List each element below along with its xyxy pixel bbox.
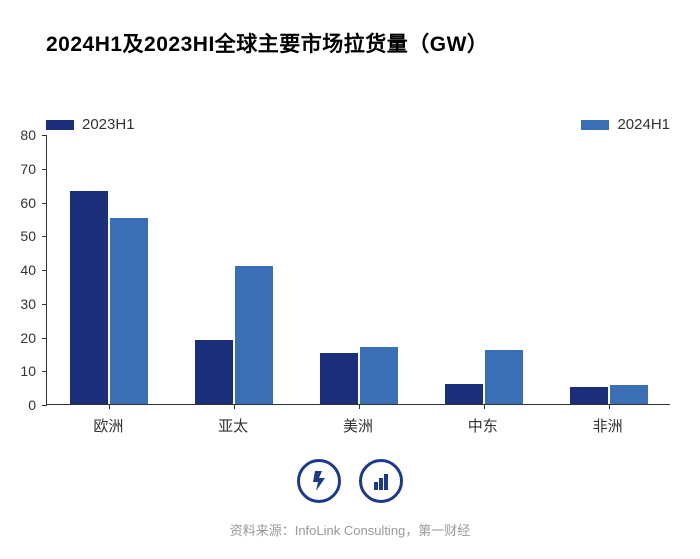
chart-container: 2024H1及2023HI全球主要市场拉货量（GW） 2023H1 2024H1… [0, 0, 700, 559]
y-tick [42, 304, 47, 305]
bar [110, 218, 148, 404]
bar [610, 385, 648, 404]
legend-item-2024h1: 2024H1 [581, 116, 670, 133]
x-axis-label: 亚太 [218, 415, 248, 436]
y-axis-label: 0 [10, 397, 36, 413]
y-axis-label: 20 [10, 330, 36, 346]
y-tick [42, 338, 47, 339]
logo-lightning-icon [297, 459, 341, 503]
x-tick [484, 404, 485, 409]
logos-row [0, 459, 700, 503]
y-tick [42, 371, 47, 372]
legend: 2023H1 2024H1 [46, 116, 670, 133]
chart-title: 2024H1及2023HI全球主要市场拉货量（GW） [46, 28, 488, 58]
bar-group [320, 347, 398, 404]
y-axis-label: 50 [10, 228, 36, 244]
bar [195, 340, 233, 404]
x-tick [234, 404, 235, 409]
bar [445, 384, 483, 404]
y-axis-label: 70 [10, 161, 36, 177]
x-axis-label: 非洲 [593, 415, 623, 436]
legend-swatch [581, 120, 609, 130]
y-tick [42, 169, 47, 170]
y-tick [42, 236, 47, 237]
bar [235, 266, 273, 404]
bar [360, 347, 398, 404]
bar [485, 350, 523, 404]
x-tick [109, 404, 110, 409]
x-axis-label: 中东 [468, 415, 498, 436]
source-text: 资料来源：InfoLink Consulting，第一财经 [0, 520, 700, 539]
bar-group [570, 385, 648, 404]
y-axis-label: 60 [10, 195, 36, 211]
y-tick [42, 135, 47, 136]
x-axis-label: 欧洲 [93, 415, 123, 436]
chart-area: 01020304050607080欧洲亚太美洲中东非洲 [10, 135, 680, 435]
legend-label: 2023H1 [82, 116, 135, 133]
bar [320, 353, 358, 404]
y-axis-label: 10 [10, 363, 36, 379]
legend-item-2023h1: 2023H1 [46, 116, 135, 133]
bar-group [195, 266, 273, 404]
plot-area [46, 135, 670, 405]
legend-swatch [46, 120, 74, 130]
x-tick [359, 404, 360, 409]
bar-group [445, 350, 523, 404]
y-axis-label: 30 [10, 296, 36, 312]
bar-group [70, 191, 148, 404]
y-tick [42, 270, 47, 271]
x-axis-label: 美洲 [343, 415, 373, 436]
y-axis-label: 40 [10, 262, 36, 278]
y-axis-label: 80 [10, 127, 36, 143]
x-tick [609, 404, 610, 409]
y-tick [42, 203, 47, 204]
bar [570, 387, 608, 404]
logo-bars-icon [359, 459, 403, 503]
bar [70, 191, 108, 404]
legend-label: 2024H1 [617, 116, 670, 133]
y-tick [42, 405, 47, 406]
